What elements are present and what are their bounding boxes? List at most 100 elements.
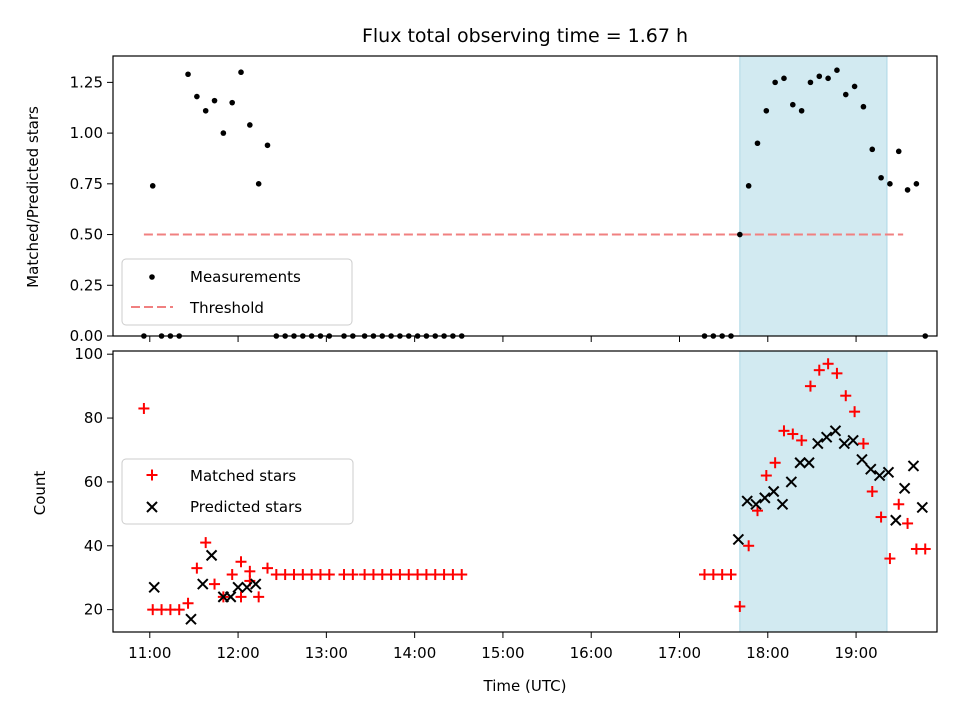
matched-star-point [919,543,931,555]
bottom-shaded-span [739,351,887,632]
top-ytick-label: 0.50 [70,226,103,244]
measurement-point [825,75,831,82]
matched-star-point [893,498,905,510]
predicted-star-point [907,460,920,472]
predicted-star-point [250,578,262,590]
matched-star-point [235,591,247,603]
matched-star-point [769,457,781,469]
matched-star-point [778,425,790,437]
measurement-point [238,69,244,76]
top-ytick-label: 0.25 [70,276,103,294]
measurement-point [904,187,911,193]
matched-star-point [191,562,203,574]
matched-star-point [734,600,746,612]
predicted-star-stroke [865,463,877,475]
matched-star-point [804,380,816,392]
predicted-star-stroke [916,501,928,514]
predicted-star-stroke [250,578,262,590]
measurement-point [807,79,814,86]
measurement-point [754,140,761,147]
predicted-star-stroke [803,457,815,469]
bottom-ytick-label: 80 [84,409,103,427]
matched-star-point [822,358,834,370]
measurement-point [194,93,200,100]
measurement-point [834,67,840,74]
predicted-star-point [829,425,842,437]
legend-threshold-label: Threshold [189,299,264,317]
measurement-point [772,79,778,86]
predicted-star-stroke [197,578,209,590]
predicted-star-point [750,498,762,510]
legend-measurements-marker [149,274,155,280]
measurement-point [220,130,227,136]
predicted-star-point [856,453,868,466]
predicted-star-stroke [741,495,753,507]
predicted-star-stroke [856,453,868,466]
predicted-star-stroke [232,581,244,594]
predicted-star-stroke [205,549,218,562]
measurement-point [913,181,920,187]
measurement-point [860,103,867,110]
predicted-star-stroke [732,533,745,546]
matched-star-point [244,565,256,577]
predicted-star-stroke [750,498,762,510]
matched-star-point [840,390,852,402]
matched-star-point [456,569,468,581]
top-legend [121,258,353,326]
x-tick-label: 15:00 [481,644,524,662]
bottom-y-axis-label: Count [31,471,49,516]
measurement-point [211,97,218,104]
predicted-star-stroke [847,434,859,447]
predicted-star-stroke [759,492,771,504]
bottom-panel: 20 40 60 80 100 11:00 12:00 13:00 14:00 15:00 16:0… [74,345,938,662]
x-tick-label: 14:00 [393,644,436,662]
predicted-star-stroke [225,591,237,603]
predicted-star-point [241,581,253,594]
x-axis-label: Time (UTC) [483,677,567,695]
measurement-point [745,183,752,189]
measurement-point [255,181,262,187]
matched-star-point [866,486,878,497]
x-tick-label: 13:00 [305,644,348,662]
predicted-star-stroke [838,437,851,450]
measurement-point [869,146,876,153]
measurement-point [229,99,235,106]
matched-star-point [182,597,194,609]
legend-predicted-marker [146,501,158,513]
measurement-point [842,91,849,98]
predicted-star-point [916,501,928,514]
predicted-star-stroke [148,581,160,594]
x-tick-label: 16:00 [570,644,613,662]
bottom-ytick-label: 20 [84,601,103,619]
measurement-point [264,142,271,149]
predicted-star-point [148,581,160,594]
top-panel: 0.00 0.25 0.50 0.75 1.00 1.25 Measurements Thre… [70,55,938,345]
matched-star-point [235,556,247,568]
legend-matched-label: Matched stars [190,467,296,485]
x-tick-label: 12:00 [216,644,259,662]
matched-star-point [760,470,772,482]
measurement-point [247,122,253,128]
predicted-star-point [803,457,815,469]
predicted-star-point [812,437,824,450]
matched-star-point [884,553,896,565]
predicted-star-stroke [812,437,824,450]
measurement-point [149,183,156,189]
measurement-point [790,101,796,108]
top-shaded-span [739,56,887,336]
matched-star-point [725,569,737,581]
predicted-star-stroke [898,482,911,495]
matched-star-point [226,569,238,581]
measurement-point [737,231,743,238]
predicted-star-stroke [890,514,902,526]
matched-star-point [849,406,861,418]
matched-star-point [253,591,265,603]
x-tick-label: 19:00 [834,644,877,662]
predicted-star-point [776,498,789,510]
chart-title: Flux total observing time = 1.67 h [362,25,688,47]
predicted-star-point [197,578,209,590]
top-axes-frame [112,55,938,337]
predicted-star-point [741,495,753,507]
measurement-point [895,148,902,155]
